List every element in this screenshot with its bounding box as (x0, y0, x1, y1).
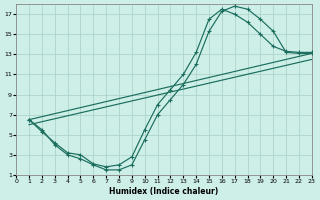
X-axis label: Humidex (Indice chaleur): Humidex (Indice chaleur) (109, 187, 219, 196)
